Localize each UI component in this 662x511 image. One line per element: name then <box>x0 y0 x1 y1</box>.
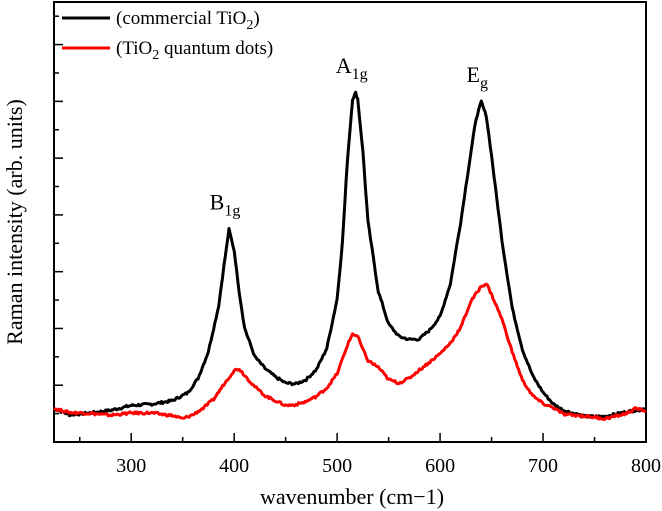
legend: (commercial TiO2) (TiO2 quantum dots) <box>62 8 273 63</box>
x-tick-label: 400 <box>219 455 249 477</box>
legend-label-1: (TiO2 quantum dots) <box>116 38 273 63</box>
series-line-0 <box>53 90 648 419</box>
plot-frame <box>53 1 647 443</box>
x-tick-label: 800 <box>631 455 661 477</box>
legend-label-0: (commercial TiO2) <box>116 8 260 33</box>
peak-label-2: Eg <box>467 62 488 92</box>
series-line-1 <box>53 282 647 421</box>
y-axis-label: Raman intensity (arb. units) <box>2 99 27 345</box>
series-layer <box>53 90 648 421</box>
x-tick-label: 300 <box>116 455 146 477</box>
x-tick-label: 600 <box>425 455 455 477</box>
x-axis-label: wavenumber (cm−1) <box>260 484 444 509</box>
y-axis-ticks <box>54 15 63 415</box>
peak-label-0: B1g <box>210 189 241 219</box>
peak-label-1: A1g <box>336 53 368 83</box>
x-axis-ticks: 300 400 500 600 700 800 <box>78 433 661 477</box>
x-tick-label: 700 <box>528 455 558 477</box>
x-tick-label: 500 <box>322 455 352 477</box>
